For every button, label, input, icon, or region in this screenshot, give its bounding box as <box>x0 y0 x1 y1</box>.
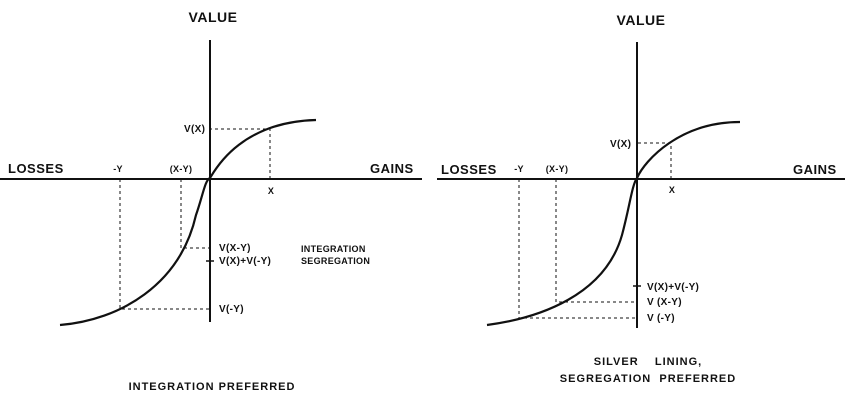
left-losses-label: LOSSES <box>8 161 64 176</box>
left-integration-label: INTEGRATION <box>301 244 366 254</box>
left-guide-neg-y <box>119 179 210 310</box>
left-x-label: X <box>268 186 274 196</box>
left-value-axis-title: VALUE <box>189 9 238 25</box>
left-v-x-minus-y-label: V(X-Y) <box>219 243 251 254</box>
right-guide-x-minus-y <box>555 179 637 303</box>
right-gains-label: GAINS <box>793 162 837 177</box>
left-caption: INTEGRATION PREFERRED <box>129 381 296 393</box>
right-value-curve <box>486 120 741 327</box>
right-panel: VALUE LOSSES GAINS -Y (X-Y) X V(X) V(X)+… <box>437 12 845 385</box>
right-v-neg-y-label: V (-Y) <box>647 313 675 324</box>
left-guide-x-minus-y <box>180 179 210 249</box>
right-caption-line1: SILVER LINING, <box>594 356 702 368</box>
left-value-curve <box>59 118 317 327</box>
right-x-label: X <box>669 185 675 195</box>
right-losses-label: LOSSES <box>441 162 497 177</box>
left-v-sum-label: V(X)+V(-Y) <box>219 256 271 267</box>
right-value-axis-title: VALUE <box>617 12 666 28</box>
right-neg-y-label: -Y <box>514 164 524 174</box>
right-v-x-minus-y-label: V (X-Y) <box>647 297 682 308</box>
right-x-minus-y-label: (X-Y) <box>546 164 569 174</box>
right-guide-x <box>637 142 672 179</box>
right-guide-neg-y <box>518 179 637 319</box>
left-guide-x <box>210 128 271 179</box>
right-caption-line2: SEGREGATION PREFERRED <box>560 373 736 385</box>
left-neg-y-label: -Y <box>113 164 123 174</box>
right-v-sum-label: V(X)+V(-Y) <box>647 282 699 293</box>
left-gains-label: GAINS <box>370 161 414 176</box>
left-x-minus-y-label: (X-Y) <box>170 164 193 174</box>
left-v-neg-y-label: V(-Y) <box>219 304 244 315</box>
right-v-x-label: V(X) <box>610 139 631 150</box>
left-v-x-label: V(X) <box>184 124 205 135</box>
left-segregation-label: SEGREGATION <box>301 256 370 266</box>
left-panel: VALUE LOSSES GAINS -Y (X-Y) X V(X) V(X-Y… <box>0 9 422 393</box>
